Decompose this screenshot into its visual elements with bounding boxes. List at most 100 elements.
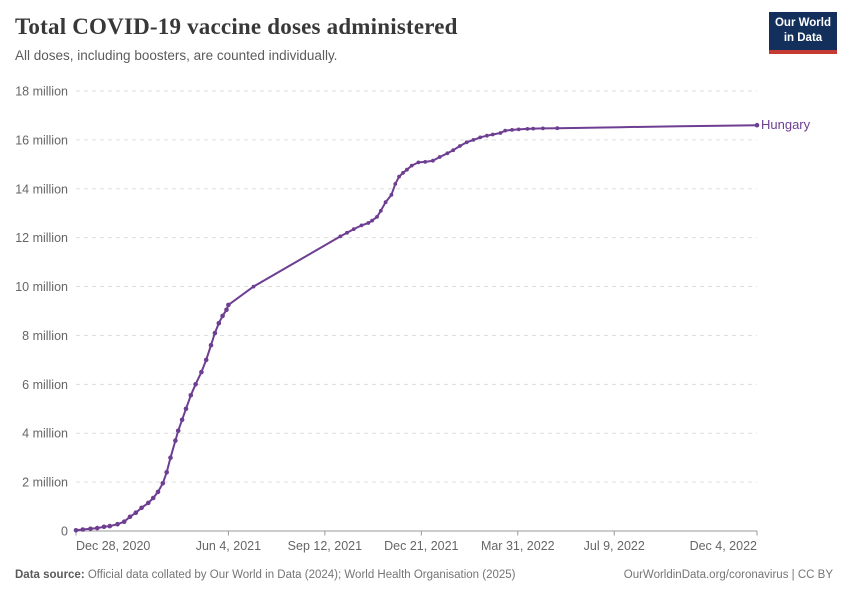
data-point-marker [133,510,139,515]
data-point-marker [164,470,169,475]
data-point-marker [516,127,521,132]
footer-divider: | [788,569,798,581]
data-point-marker [168,455,173,461]
data-point-marker [121,519,127,524]
data-point-marker [510,127,514,132]
data-point-marker [375,215,379,219]
x-axis-tick-label: Mar 31, 2022 [481,539,555,553]
owid-logo-line1: Our World [774,17,831,29]
data-point-marker [220,313,225,319]
data-point-marker [345,230,349,235]
data-point-marker [203,357,209,363]
data-point-marker [88,526,93,532]
data-point-marker [115,521,120,527]
data-point-marker [490,132,495,137]
y-axis-tick-label: 16 million [15,133,68,147]
data-point-marker [471,138,476,142]
data-point-marker [378,208,383,213]
data-point-marker [478,135,483,140]
data-point-marker [107,523,113,529]
y-axis-tick-label: 10 million [15,280,68,294]
data-source-label: Data source: [15,569,85,581]
data-point-marker [498,131,503,135]
data-point-marker [188,393,194,398]
footer-right: OurWorldinData.org/coronavirus | CC BY [624,569,833,581]
data-point-marker [212,330,218,336]
data-point-marker [383,200,388,205]
data-point-marker [101,524,107,530]
data-point-marker [94,525,100,531]
data-point-marker [541,126,545,131]
data-point-marker [160,481,166,486]
data-point-marker [754,122,760,128]
data-point-marker [416,160,421,165]
y-axis-tick-label: 4 million [22,427,68,441]
data-point-marker [366,221,371,225]
data-point-marker [464,140,469,145]
x-axis-tick-label: Dec 21, 2021 [384,539,458,553]
y-axis-tick-label: 14 million [15,182,68,196]
data-point-marker [224,307,229,313]
data-point-marker [216,320,222,326]
y-axis-tick-label: 0 [61,525,68,539]
data-point-marker [555,126,560,131]
data-point-marker [485,133,489,138]
data-point-marker [226,302,231,308]
data-point-marker [251,284,256,289]
x-axis-tick-label: Jul 9, 2022 [584,539,645,553]
data-point-marker [451,148,456,153]
chart-header: Total COVID-19 vaccine doses administere… [0,0,850,63]
x-axis-tick-label: Dec 4, 2022 [690,539,757,553]
data-point-marker [183,406,189,412]
y-axis-tick-label: 6 million [22,378,68,392]
footer-link[interactable]: OurWorldinData.org/coronavirus [623,569,789,581]
owid-logo-line2: in Data [783,31,823,44]
data-point-marker [338,234,343,239]
data-point-marker [150,495,156,501]
data-point-marker [423,160,428,164]
data-point-marker [351,227,356,232]
data-point-marker [393,182,398,186]
y-axis-tick-label: 8 million [22,329,68,343]
data-point-marker [370,218,374,223]
y-axis-tick-label: 18 million [15,85,68,99]
data-point-marker [458,144,462,148]
data-point-marker [359,223,364,228]
series-label-hungary[interactable]: Hungary [761,117,811,132]
data-point-marker [445,151,450,156]
data-point-marker [175,428,181,434]
owid-logo[interactable]: Our World in Data [769,12,837,54]
data-point-marker [525,126,530,131]
data-point-marker [155,489,161,495]
y-axis-tick-label: 2 million [22,476,68,490]
x-axis-tick-label: Sep 12, 2021 [288,539,362,553]
data-source-note: Data source: Official data collated by O… [15,569,516,581]
data-point-marker [139,505,144,511]
data-point-marker [179,417,185,423]
chart-subtitle: All doses, including boosters, are count… [15,48,338,63]
data-point-marker [193,382,198,387]
data-point-marker [397,174,401,179]
data-point-marker [437,155,442,159]
data-point-marker [127,514,133,520]
data-point-marker [173,438,178,443]
data-point-marker [73,528,79,533]
y-axis-tick-label: 12 million [15,231,68,245]
data-point-marker [405,167,409,172]
data-point-marker [503,128,508,133]
page-title: Total COVID-19 vaccine doses administere… [15,14,458,39]
data-point-marker [389,193,394,197]
data-source-text: Official data collated by Our World in D… [84,569,516,581]
license-badge: CC BY [797,569,833,581]
data-point-marker [208,342,214,348]
x-axis-tick-label: Dec 28, 2020 [76,539,150,553]
data-point-marker [409,163,414,168]
data-point-marker [431,158,435,163]
data-point-marker [531,126,536,131]
series-line-hungary[interactable] [75,124,758,532]
chart-footer: Data source: Official data collated by O… [15,569,833,581]
data-point-marker [401,171,405,175]
x-axis-tick-label: Jun 4, 2021 [196,539,261,553]
